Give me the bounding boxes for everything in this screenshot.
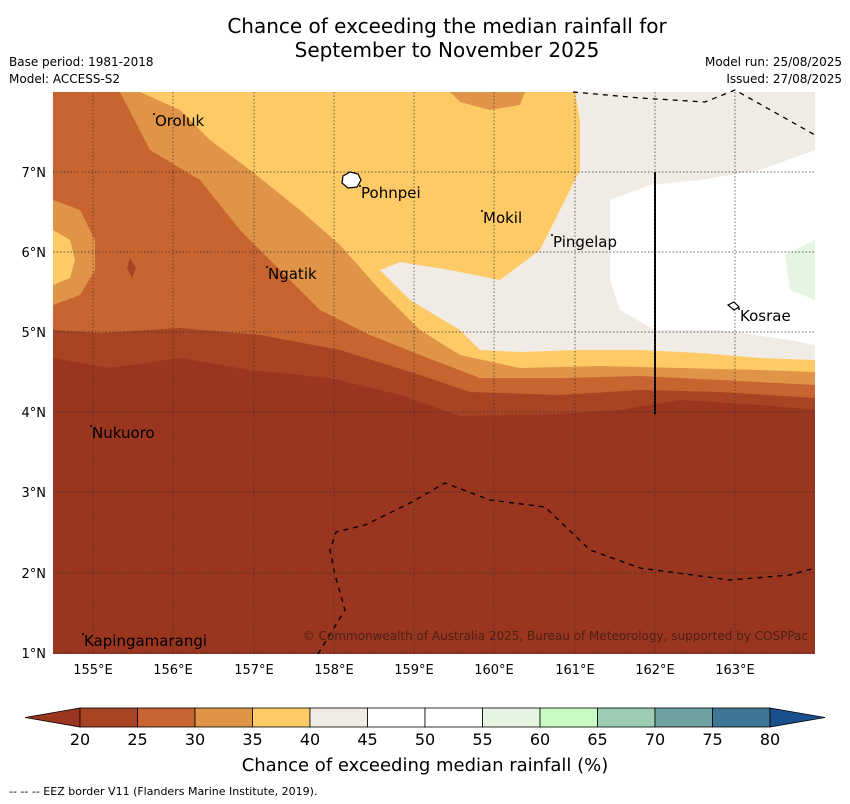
- pohnpei-island-shape: [341, 171, 362, 189]
- colorbar-segment: [194, 707, 253, 728]
- colorbar-label: 80: [760, 730, 780, 749]
- colorbar: 20 25 30 35 40 45 50 55 60 65 70 75 80: [24, 707, 826, 749]
- place-marker: [266, 266, 268, 268]
- colorbar-segment: [137, 707, 196, 728]
- place-marker: [481, 210, 483, 212]
- x-tick-label: 158°E: [314, 663, 354, 678]
- colorbar-label: 65: [587, 730, 607, 749]
- colorbar-segment: [424, 707, 483, 728]
- place-marker: [551, 234, 553, 236]
- colorbar-segment: [482, 707, 541, 728]
- map-credit: © Commonwealth of Australia 2025, Bureau…: [303, 629, 808, 643]
- x-axis: 155°E 156°E 157°E 158°E 159°E 160°E 161°E 162°E…: [73, 663, 755, 678]
- place-marker: [738, 308, 740, 310]
- fill-45-55-east: [610, 150, 815, 345]
- colorbar-extend-low: [24, 707, 81, 728]
- x-tick-label: 163°E: [715, 663, 755, 678]
- map-fill-layers: [53, 92, 815, 654]
- x-tick-label: 156°E: [153, 663, 193, 678]
- x-tick-label: 159°E: [394, 663, 434, 678]
- place-label-kapingamarangi: Kapingamarangi: [84, 632, 207, 650]
- x-tick-label: 160°E: [474, 663, 514, 678]
- eez-border-south: [317, 482, 816, 655]
- y-tick-label: 1°N: [22, 647, 47, 662]
- place-marker: [359, 185, 361, 187]
- colorbar-segment: [597, 707, 656, 728]
- y-tick-label: 3°N: [22, 486, 47, 501]
- fill-55-60: [785, 240, 815, 300]
- colorbar-segment: [654, 707, 713, 728]
- meta-left: Base period: 1981-2018 Model: ACCESS-S2: [9, 54, 154, 88]
- issued-date: Issued: 27/08/2025: [726, 72, 842, 86]
- colorbar-extend-high: [769, 707, 826, 728]
- colorbar-segment: [539, 707, 598, 728]
- kosrae-island-shape: [726, 301, 740, 311]
- colorbar-segment: [79, 707, 138, 728]
- fill-35-40-west: [53, 230, 75, 285]
- place-marker: [82, 633, 84, 635]
- eez-border-north: [572, 89, 816, 136]
- x-tick-label: 155°E: [73, 663, 113, 678]
- chart-title: Chance of exceeding the median rainfall …: [0, 14, 850, 62]
- colorbar-segment: [252, 707, 311, 728]
- model-name: Model: ACCESS-S2: [9, 72, 121, 86]
- place-label-oroluk: Oroluk: [155, 112, 204, 130]
- eez-borders: [317, 89, 816, 655]
- place-label-mokil: Mokil: [483, 209, 522, 227]
- colorbar-label: 45: [357, 730, 377, 749]
- x-tick-label: 157°E: [234, 663, 274, 678]
- y-axis: 7°N 6°N 5°N 4°N 3°N 2°N 1°N: [22, 166, 47, 662]
- x-tick-label: 161°E: [555, 663, 595, 678]
- place-label-pingelap: Pingelap: [553, 233, 617, 251]
- fill-30-35-top: [450, 92, 525, 110]
- colorbar-segment: [712, 707, 771, 728]
- base-period: Base period: 1981-2018: [9, 55, 154, 69]
- place-label-ngatik: Ngatik: [268, 265, 317, 283]
- meta-right: Model run: 25/08/2025 Issued: 27/08/2025: [705, 54, 842, 88]
- footnote: -- -- -- EEZ border V11 (Flanders Marine…: [9, 785, 318, 798]
- colorbar-segment: [367, 707, 426, 728]
- place-label-nukuoro: Nukuoro: [92, 424, 155, 442]
- title-line-1: Chance of exceeding the median rainfall …: [227, 14, 667, 38]
- place-labels: Oroluk Pohnpei Mokil Pingelap Ngatik Kosrae Nu…: [82, 112, 791, 650]
- colorbar-label: 35: [242, 730, 262, 749]
- colorbar-segment: [309, 707, 368, 728]
- colorbar-label: 30: [185, 730, 205, 749]
- place-label-kosrae: Kosrae: [740, 307, 791, 325]
- y-tick-label: 7°N: [22, 166, 47, 181]
- y-tick-label: 4°N: [22, 406, 47, 421]
- model-run: Model run: 25/08/2025: [704, 55, 842, 69]
- x-tick-label: 162°E: [635, 663, 675, 678]
- colorbar-label: 55: [472, 730, 492, 749]
- colorbar-label: 25: [127, 730, 147, 749]
- colorbar-label: 75: [702, 730, 722, 749]
- fill-below-20: [53, 358, 815, 654]
- colorbar-label: 40: [300, 730, 320, 749]
- y-tick-label: 5°N: [22, 326, 47, 341]
- y-tick-label: 2°N: [22, 567, 47, 582]
- colorbar-label: 70: [645, 730, 665, 749]
- islands: [341, 171, 740, 311]
- colorbar-label: 50: [415, 730, 435, 749]
- title-line-2: September to November 2025: [294, 38, 600, 62]
- y-tick-label: 6°N: [22, 246, 47, 261]
- colorbar-label: 60: [530, 730, 550, 749]
- grid-lines: [53, 92, 815, 654]
- place-marker: [90, 425, 92, 427]
- place-marker: [153, 113, 155, 115]
- place-label-pohnpei: Pohnpei: [361, 184, 421, 202]
- colorbar-title: Chance of exceeding median rainfall (%): [241, 755, 609, 776]
- fill-small-patch: [127, 258, 136, 278]
- colorbar-label: 20: [70, 730, 90, 749]
